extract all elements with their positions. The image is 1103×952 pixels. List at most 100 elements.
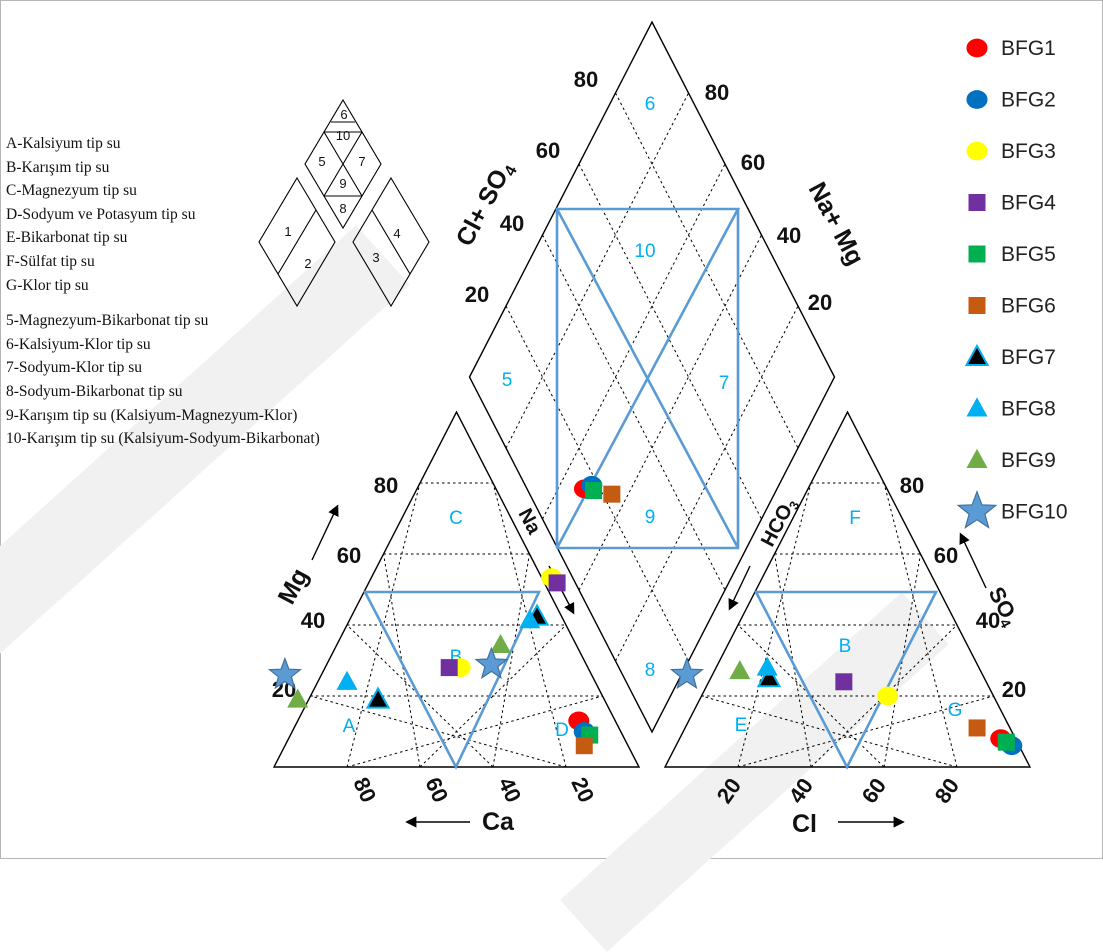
region-labels: A B C D E B F G 5 6 7 8 9 10 bbox=[343, 94, 963, 741]
tick-label-mg: 80 bbox=[374, 473, 398, 498]
axis-arrows bbox=[311, 504, 987, 828]
anion-field-triangle bbox=[753, 590, 939, 770]
hco3-arrow bbox=[728, 565, 751, 611]
grid-line bbox=[615, 92, 799, 449]
legend-item-bfg3: BFG3 bbox=[966, 140, 1056, 163]
anion-region-b: B bbox=[839, 636, 852, 657]
anion-point-bfg3 bbox=[877, 686, 899, 706]
mg-arrow bbox=[311, 504, 339, 561]
legend-item-bfg1: BFG1 bbox=[966, 37, 1056, 60]
anion-point-bfg7 bbox=[756, 665, 782, 688]
legend-item-bfg5: BFG5 bbox=[968, 243, 1056, 266]
legend-item-bfg9: BFG9 bbox=[966, 448, 1056, 472]
tick-label-cl-so4: 20 bbox=[465, 282, 489, 307]
tick-label-so4: 80 bbox=[900, 473, 924, 498]
key-number: 10 bbox=[336, 128, 350, 143]
cation-point-bfg10 bbox=[267, 656, 303, 690]
key-right-rhomb bbox=[352, 176, 430, 308]
diamond-region-10: 10 bbox=[634, 241, 655, 262]
key-diamond bbox=[304, 98, 382, 230]
anion-region-e: E bbox=[735, 715, 748, 736]
tick-label-cl-so4: 40 bbox=[500, 211, 524, 236]
axis-title-ca: Ca bbox=[482, 808, 515, 836]
diamond-point-bfg10 bbox=[474, 646, 509, 680]
water-type-a: A-Kalsiyum tip su bbox=[6, 135, 121, 152]
legend-item-bfg10: BFG10 bbox=[956, 489, 1068, 529]
axis-title-cl-so4: Cl+ SO4 bbox=[451, 157, 521, 252]
water-type-c: C-Magnezyum tip su bbox=[6, 182, 137, 200]
diamond-field-triangle bbox=[555, 208, 740, 549]
key-number: 6 bbox=[340, 107, 347, 122]
tick-labels: 80 60 40 20 80 60 40 20 20 40 60 80 80 6… bbox=[272, 67, 1026, 808]
legend-label-bfg3: BFG3 bbox=[1001, 140, 1056, 163]
tick-label-mg: 60 bbox=[337, 543, 361, 568]
legend-marker-bfg4 bbox=[968, 194, 986, 211]
key-number: 4 bbox=[393, 226, 400, 241]
diamond-field-triangle bbox=[557, 209, 740, 550]
grid-line bbox=[737, 482, 812, 768]
cation-point-bfg8 bbox=[336, 670, 358, 690]
anion-point-bfg10 bbox=[669, 656, 704, 690]
tick-label-ca: 60 bbox=[420, 773, 453, 806]
grid-line bbox=[346, 482, 421, 768]
tick-label-na-mg: 60 bbox=[741, 150, 765, 175]
key-number: 5 bbox=[318, 154, 325, 169]
cation-field-triangle bbox=[362, 590, 542, 770]
diamond-point-bfg8 bbox=[519, 609, 541, 629]
tick-label-cl: 20 bbox=[712, 774, 747, 808]
water-type-legend: A-Kalsiyum tip su B-Karışım tip su C-Mag… bbox=[6, 132, 320, 451]
axis-title-na-mg: Na+ Mg bbox=[803, 178, 870, 270]
water-type-5: 5-Magnezyum-Bikarbonat tip su bbox=[6, 312, 209, 330]
tick-label-cl: 60 bbox=[857, 774, 892, 808]
diamond-region-9: 9 bbox=[645, 507, 656, 528]
tick-label-so4: 60 bbox=[934, 543, 958, 568]
legend-item-bfg8: BFG8 bbox=[966, 397, 1056, 421]
cation-region-d: D bbox=[555, 720, 569, 741]
cation-point-bfg7 bbox=[365, 686, 391, 709]
grid-line bbox=[578, 234, 762, 591]
legend-label-bfg9: BFG9 bbox=[1001, 449, 1056, 472]
tick-label-mg: 40 bbox=[301, 608, 325, 633]
water-type-6: 6-Kalsiyum-Klor tip su bbox=[6, 335, 151, 353]
diamond-outline bbox=[468, 20, 836, 734]
legend-label-bfg5: BFG5 bbox=[1001, 243, 1056, 266]
grid-line bbox=[346, 624, 494, 768]
tick-label-so4: 20 bbox=[1002, 677, 1026, 702]
key-line bbox=[323, 131, 363, 197]
key-number: 3 bbox=[372, 250, 379, 265]
grid-line bbox=[346, 695, 603, 768]
key-left-rhomb bbox=[258, 176, 336, 308]
diamond-point-bfg9 bbox=[489, 633, 512, 654]
anion-point-bfg4 bbox=[835, 673, 853, 691]
key-number: 2 bbox=[304, 256, 311, 271]
anion-point-bfg5 bbox=[997, 733, 1015, 751]
tick-label-cl-so4: 80 bbox=[574, 67, 598, 92]
legend-item-bfg6: BFG6 bbox=[968, 295, 1056, 318]
diamond-region-7: 7 bbox=[719, 373, 730, 394]
tick-label-na-mg: 20 bbox=[808, 290, 832, 315]
water-type-7: 7-Sodyum-Klor tip su bbox=[6, 359, 143, 377]
diamond-point-bfg4 bbox=[548, 574, 566, 592]
anion-point-bfg9 bbox=[729, 660, 751, 680]
water-type-d: D-Sodyum ve Potasyum tip su bbox=[6, 205, 196, 223]
key-number: 8 bbox=[339, 201, 346, 216]
grid-line bbox=[615, 305, 799, 662]
tick-label-cl-so4: 60 bbox=[536, 138, 560, 163]
legend-marker-bfg8 bbox=[966, 397, 988, 417]
grid-line bbox=[578, 163, 762, 520]
legend-label-bfg2: BFG2 bbox=[1001, 89, 1056, 112]
legend-label-bfg7: BFG7 bbox=[1001, 346, 1056, 369]
water-type-f: F-Sülfat tip su bbox=[6, 252, 95, 270]
legend-marker-bfg3 bbox=[966, 141, 988, 161]
grid-line bbox=[505, 92, 689, 449]
axis-title-mg: Mg bbox=[273, 564, 315, 609]
tick-label-na-mg: 40 bbox=[777, 223, 801, 248]
legend-marker-bfg6 bbox=[968, 297, 986, 314]
tick-label-ca: 40 bbox=[493, 773, 526, 806]
key-number: 9 bbox=[339, 176, 346, 191]
diamond-region-8: 8 bbox=[645, 660, 656, 681]
field-boundaries bbox=[362, 207, 939, 770]
anion-region-g: G bbox=[948, 700, 963, 721]
anion-point-bfg8 bbox=[756, 656, 778, 676]
diamond-region-5: 5 bbox=[502, 370, 513, 391]
